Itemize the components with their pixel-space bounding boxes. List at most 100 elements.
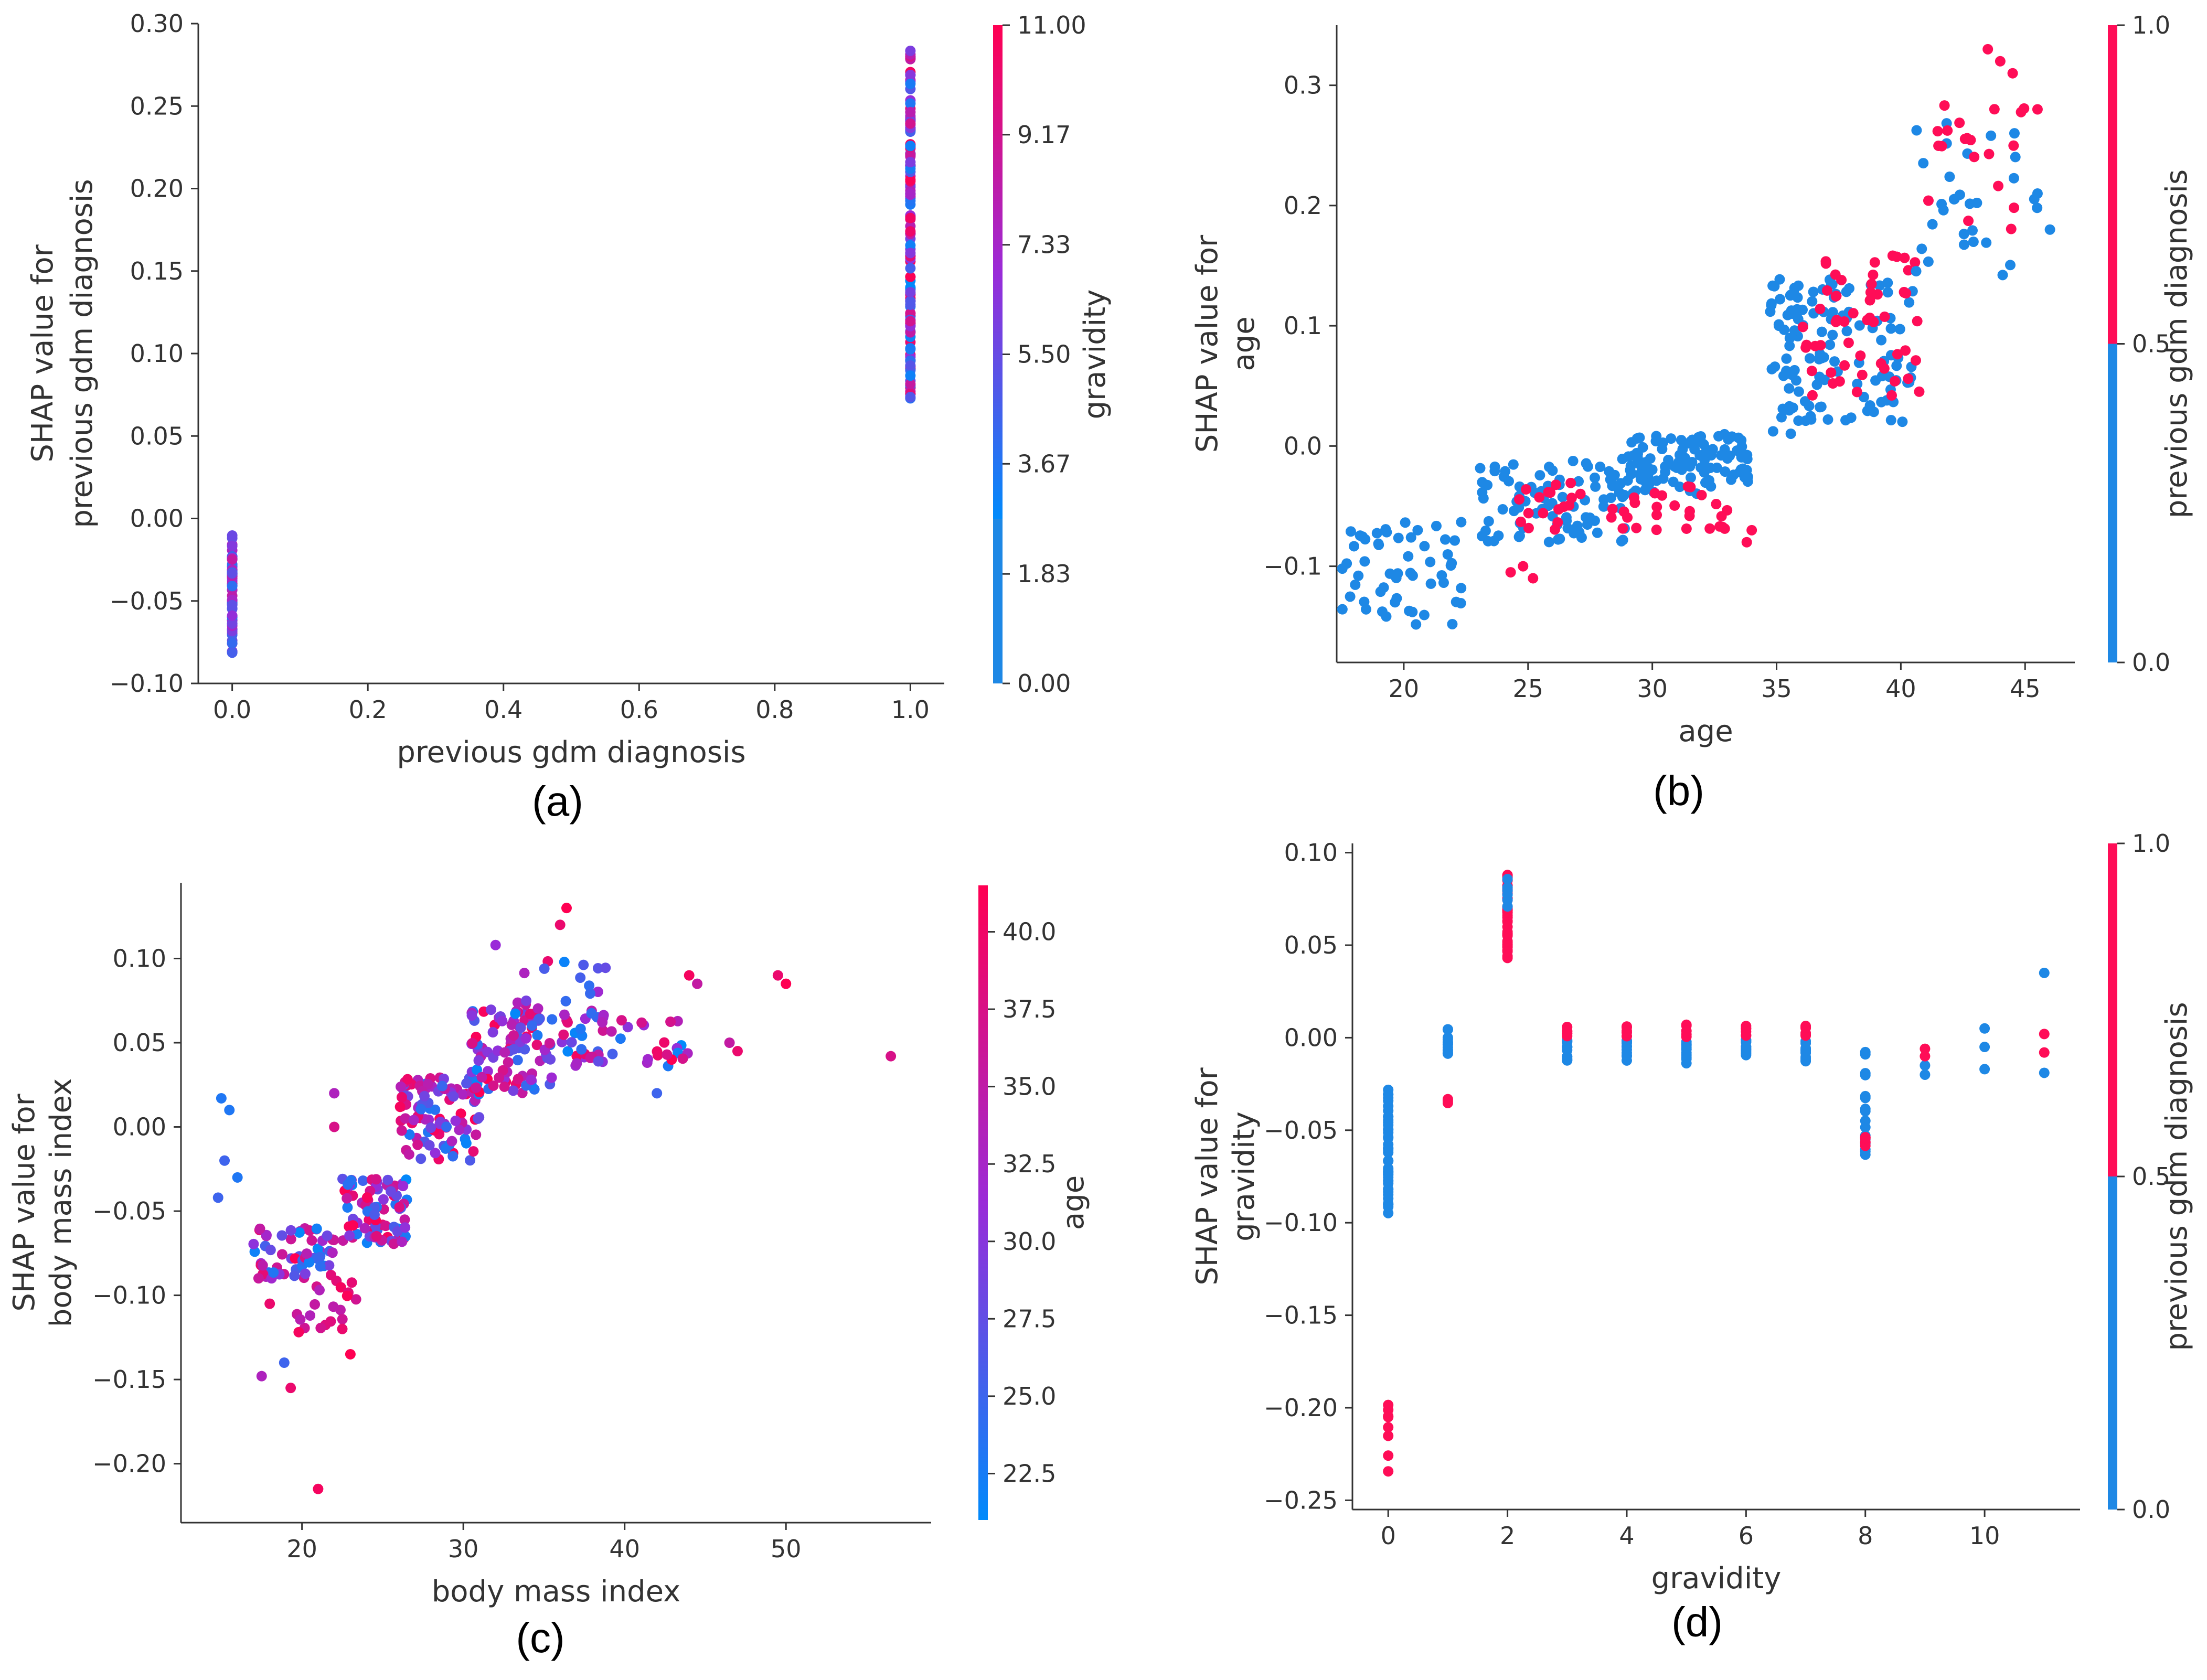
scatter-point bbox=[1609, 469, 1620, 480]
scatter-point bbox=[905, 299, 916, 310]
y-tick-label: −0.05 bbox=[1264, 1116, 1338, 1144]
scatter-point bbox=[227, 568, 238, 579]
scatter-point bbox=[424, 1140, 435, 1151]
scatter-point bbox=[1799, 396, 1810, 407]
scatter-point bbox=[2032, 104, 2043, 115]
colorbar-title: previous gdm diagnosis bbox=[2160, 169, 2194, 518]
scatter-point bbox=[1912, 316, 1923, 327]
scatter-point bbox=[1666, 433, 1677, 444]
scatter-point bbox=[1866, 279, 1877, 290]
scatter-point bbox=[1882, 277, 1893, 288]
scatter-point bbox=[474, 1112, 485, 1123]
x-tick-label: 0.4 bbox=[484, 695, 523, 724]
scatter-point bbox=[1933, 140, 1944, 151]
scatter-point bbox=[471, 1082, 482, 1093]
scatter-point bbox=[436, 1080, 447, 1092]
scatter-point bbox=[1383, 1466, 1394, 1477]
scatter-point bbox=[1590, 481, 1601, 492]
scatter-point bbox=[1500, 466, 1511, 477]
scatter-point bbox=[488, 1080, 499, 1091]
scatter-point bbox=[905, 226, 916, 237]
y-tick-label: −0.1 bbox=[1263, 552, 1322, 581]
scatter-point bbox=[440, 1143, 451, 1154]
scatter-point bbox=[1725, 474, 1736, 485]
scatter-point bbox=[1818, 352, 1829, 363]
scatter-point bbox=[1900, 345, 1911, 356]
scatter-point bbox=[1839, 316, 1850, 327]
y-tick-label: −0.20 bbox=[92, 1450, 166, 1478]
scatter-point bbox=[1816, 326, 1827, 337]
scatter-point bbox=[261, 1229, 272, 1240]
scatter-point bbox=[1649, 488, 1660, 499]
y-tick-label: 0.00 bbox=[130, 505, 184, 533]
scatter-point bbox=[396, 1092, 407, 1103]
scatter-point bbox=[1502, 946, 1513, 957]
scatter-point bbox=[1482, 479, 1493, 490]
scatter-point bbox=[397, 1236, 408, 1247]
scatter-point bbox=[1566, 493, 1577, 504]
colorbar-tick-label: 5.50 bbox=[1017, 340, 1071, 369]
scatter-point bbox=[1746, 525, 1757, 536]
x-tick-label: 30 bbox=[1637, 675, 1668, 703]
scatter-point bbox=[665, 1016, 676, 1028]
scatter-point bbox=[1575, 488, 1586, 499]
scatter-point bbox=[254, 1223, 265, 1234]
scatter-point bbox=[227, 581, 238, 592]
scatter-point bbox=[1830, 316, 1841, 327]
scatter-point bbox=[1879, 363, 1890, 374]
scatter-point bbox=[1843, 337, 1854, 348]
colorbar-high bbox=[2108, 25, 2117, 344]
scatter-point bbox=[1562, 523, 1573, 534]
scatter-point bbox=[1592, 527, 1603, 538]
scatter-point bbox=[1383, 1139, 1394, 1150]
x-tick-label: 25 bbox=[1513, 675, 1544, 703]
scatter-point bbox=[1681, 1044, 1692, 1055]
y-tick-label: 0.30 bbox=[130, 9, 184, 38]
scatter-point bbox=[1456, 583, 1467, 594]
scatter-point bbox=[1781, 353, 1792, 364]
scatter-point bbox=[546, 1072, 557, 1083]
scatter-point bbox=[561, 903, 572, 914]
scatter-point bbox=[508, 1044, 519, 1055]
scatter-point bbox=[314, 1251, 325, 1262]
scatter-point bbox=[1383, 1422, 1394, 1433]
scatter-point bbox=[732, 1046, 743, 1057]
scatter-point bbox=[584, 988, 595, 999]
scatter-point bbox=[1793, 386, 1804, 397]
scatter-point bbox=[1425, 578, 1436, 589]
scatter-point bbox=[1383, 1131, 1394, 1142]
y-tick-label: −0.10 bbox=[1264, 1208, 1338, 1237]
scatter-point bbox=[300, 1268, 311, 1279]
scatter-point bbox=[1899, 252, 1910, 263]
scatter-point bbox=[1640, 457, 1651, 468]
scatter-point bbox=[905, 188, 916, 199]
scatter-point bbox=[295, 1314, 306, 1325]
scatter-point bbox=[1958, 229, 1969, 240]
colorbar-tick-label: 11.00 bbox=[1017, 11, 1086, 39]
scatter-point bbox=[1788, 366, 1799, 377]
scatter-point bbox=[642, 1054, 653, 1065]
scatter-point bbox=[466, 1010, 477, 1021]
scatter-point bbox=[905, 287, 916, 298]
colorbar-tick-label: 0.0 bbox=[2132, 1495, 2170, 1524]
scatter-point bbox=[1565, 477, 1576, 488]
scatter-point bbox=[1380, 524, 1391, 535]
scatter-point bbox=[1846, 412, 1857, 423]
scatter-point bbox=[1657, 437, 1668, 448]
x-tick-label: 6 bbox=[1739, 1522, 1754, 1550]
scatter-point bbox=[1797, 322, 1808, 333]
scatter-point bbox=[1419, 609, 1430, 620]
scatter-point bbox=[1538, 508, 1549, 519]
x-tick-label: 0.8 bbox=[755, 695, 794, 724]
x-tick-label: 30 bbox=[448, 1535, 479, 1563]
scatter-point bbox=[293, 1326, 304, 1337]
scatter-point bbox=[1677, 444, 1688, 455]
scatter-point bbox=[1455, 598, 1466, 609]
scatter-point bbox=[1590, 472, 1601, 483]
scatter-point bbox=[1800, 1037, 1811, 1048]
scatter-point bbox=[227, 610, 238, 621]
scatter-point bbox=[1920, 1060, 1931, 1071]
scatter-point bbox=[1741, 474, 1752, 485]
scatter-point bbox=[1377, 606, 1388, 617]
scatter-point bbox=[388, 1238, 399, 1249]
